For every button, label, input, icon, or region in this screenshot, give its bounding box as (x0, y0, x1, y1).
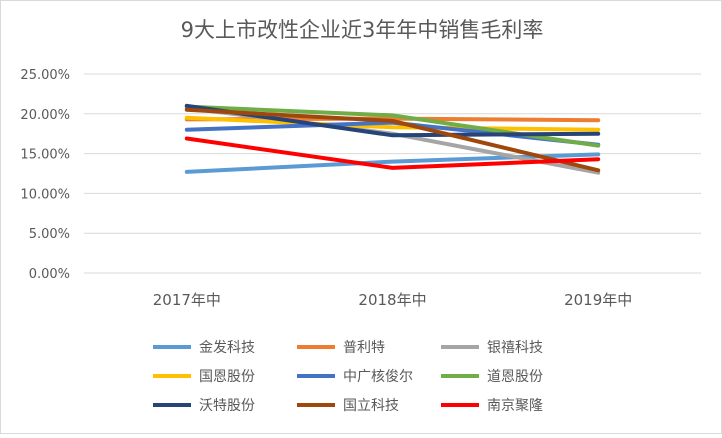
legend-item: 国立科技 (297, 398, 399, 414)
legend-label: 国恩股份 (199, 369, 255, 385)
legend-item: 沃特股份 (153, 398, 255, 414)
legend-item: 银禧科技 (441, 340, 543, 356)
legend-item: 中广核俊尔 (297, 369, 413, 385)
y-tick-label: 20.00% (20, 108, 70, 123)
y-tick-label: 15.00% (20, 148, 70, 163)
y-tick-label: 0.00% (29, 267, 70, 282)
x-axis-tick-labels: 2017年中 2018年中 2019年中 (153, 291, 633, 309)
series-line-3 (184, 115, 601, 132)
x-tick-label: 2019年中 (564, 291, 632, 309)
y-tick-label: 10.00% (20, 187, 70, 202)
series-line-6 (184, 103, 601, 138)
legend-label: 银禧科技 (487, 340, 543, 356)
series-line-7 (184, 107, 601, 173)
legend-label: 中广核俊尔 (343, 369, 413, 385)
series-line-0 (184, 152, 601, 174)
series-lines (184, 103, 601, 175)
legend-label: 道恩股份 (487, 369, 543, 385)
legend-label: 金发科技 (199, 340, 255, 356)
series-line-8 (184, 136, 601, 170)
gridlines (84, 73, 701, 274)
legend-item: 国恩股份 (153, 369, 255, 385)
x-tick-label: 2018年中 (358, 291, 426, 309)
legend-label: 国立科技 (343, 398, 399, 414)
legend-label: 沃特股份 (199, 398, 255, 414)
legend-item: 南京聚隆 (441, 398, 543, 414)
chart-title: 9大上市改性企业近3年年中销售毛利率 (181, 18, 544, 42)
y-axis-tick-labels: 0.00% 5.00% 10.00% 15.00% 20.00% 25.00% (20, 68, 70, 282)
x-tick-label: 2017年中 (153, 291, 221, 309)
legend-item: 普利特 (297, 340, 385, 356)
legend-item: 金发科技 (153, 340, 255, 356)
legend-item: 道恩股份 (441, 369, 543, 385)
legend-label: 南京聚隆 (487, 398, 543, 414)
y-tick-label: 25.00% (20, 68, 70, 83)
legend-label: 普利特 (343, 340, 385, 356)
y-tick-label: 5.00% (29, 227, 70, 242)
